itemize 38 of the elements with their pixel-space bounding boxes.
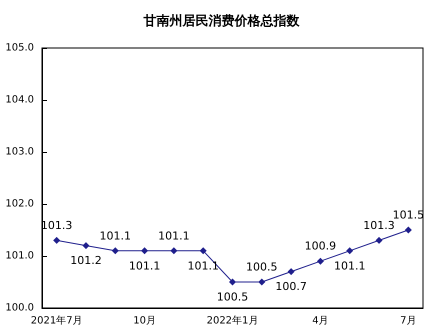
data-label: 101.3 bbox=[363, 218, 395, 232]
y-tick-label: 100.0 bbox=[5, 302, 34, 314]
x-tick-label: 2021年7月 bbox=[30, 314, 83, 326]
data-label: 101.1 bbox=[187, 259, 219, 272]
data-label: 101.1 bbox=[128, 259, 160, 272]
point bbox=[200, 247, 207, 254]
data-label: 101.3 bbox=[40, 218, 72, 232]
data-label: 100.9 bbox=[304, 240, 336, 253]
y-tick-label: 102.0 bbox=[5, 198, 34, 210]
point bbox=[258, 278, 266, 286]
x-tick-label: 7月 bbox=[400, 316, 417, 326]
point bbox=[316, 258, 324, 265]
point bbox=[288, 268, 295, 276]
point bbox=[53, 236, 60, 244]
point bbox=[112, 247, 119, 254]
y-tick-label: 104.0 bbox=[5, 94, 34, 106]
y-tick-label: 105.0 bbox=[5, 42, 34, 54]
point bbox=[404, 226, 412, 234]
data-label: 100.5 bbox=[216, 290, 248, 304]
point bbox=[141, 247, 148, 254]
x-tick-label: 2022年1月 bbox=[206, 314, 258, 326]
data-label: 101.2 bbox=[70, 254, 102, 268]
chart-title: 甘南州居民消费价格总指数 bbox=[142, 13, 300, 29]
point bbox=[170, 247, 178, 254]
data-label: 101.1 bbox=[158, 229, 190, 242]
data-label: 101.5 bbox=[392, 208, 424, 222]
x-tick-label: 10月 bbox=[133, 316, 156, 326]
y-tick-label: 101.0 bbox=[5, 250, 34, 262]
point bbox=[346, 247, 354, 254]
data-label: 100.5 bbox=[246, 260, 278, 274]
y-tick-label: 103.0 bbox=[5, 146, 34, 158]
data-label: 101.1 bbox=[100, 229, 132, 242]
data-label: 101.1 bbox=[334, 259, 366, 272]
point bbox=[376, 236, 383, 244]
data-label: 100.7 bbox=[275, 280, 307, 294]
x-tick-label: 4月 bbox=[312, 316, 329, 326]
point bbox=[229, 278, 236, 286]
point bbox=[82, 242, 90, 250]
